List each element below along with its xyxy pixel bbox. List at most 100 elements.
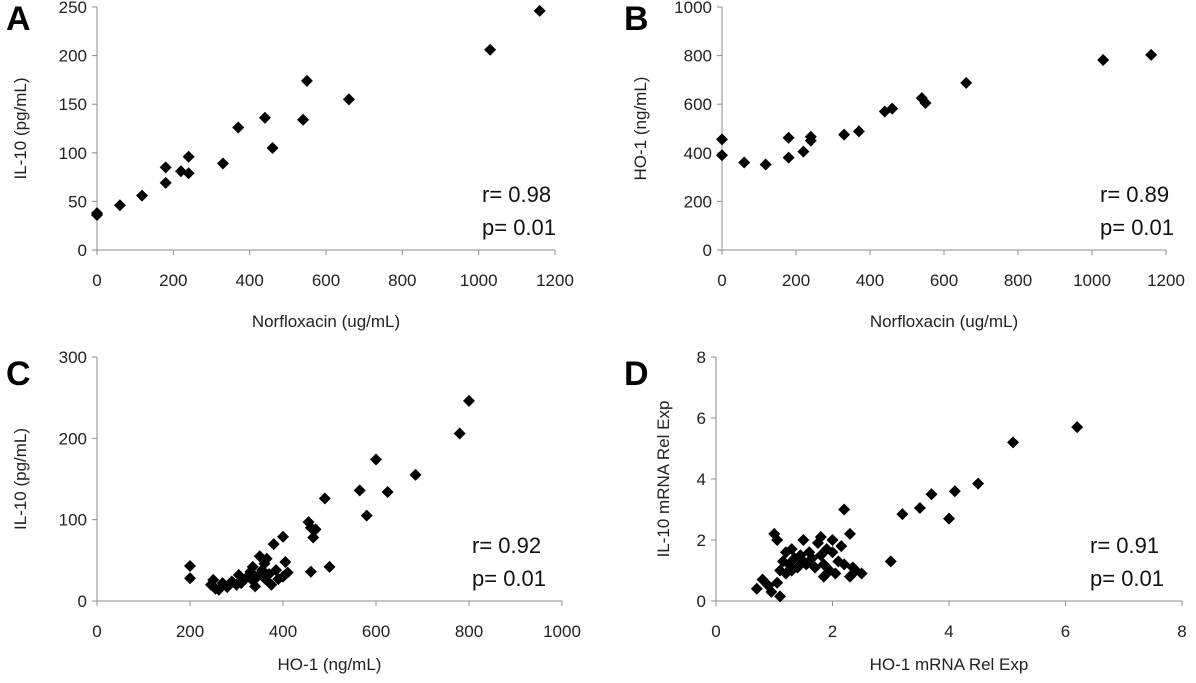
data-point xyxy=(270,564,283,577)
x-tick-label: 400 xyxy=(235,271,263,290)
data-point xyxy=(738,156,751,169)
y-tick-label: 300 xyxy=(59,348,87,367)
data-point xyxy=(184,560,196,573)
data-point xyxy=(960,76,973,89)
y-axis-title: IL-10 (pg/mL) xyxy=(11,428,30,530)
data-point xyxy=(843,527,856,540)
x-axis-title: HO-1 (ng/mL) xyxy=(278,655,382,674)
data-point xyxy=(835,540,848,553)
data-point xyxy=(207,573,220,586)
data-point xyxy=(886,102,899,115)
x-tick-label: 800 xyxy=(388,271,416,290)
x-axis-title: Norfloxacin (ug/mL) xyxy=(870,312,1018,331)
data-point xyxy=(972,477,985,490)
x-tick-label: 0 xyxy=(92,271,101,290)
data-point xyxy=(453,427,466,440)
data-point xyxy=(826,534,839,546)
x-tick-label: 200 xyxy=(782,271,810,290)
data-point xyxy=(919,96,932,109)
x-tick-label: 0 xyxy=(92,622,101,641)
r-value-annotation: r= 0.91 xyxy=(1090,533,1159,558)
x-tick-label: 1000 xyxy=(1073,271,1111,290)
data-point xyxy=(91,209,103,222)
y-tick-label: 50 xyxy=(68,192,87,211)
y-axis-title: HO-1 (ng/mL) xyxy=(631,77,650,181)
data-point xyxy=(381,486,394,499)
data-point xyxy=(409,468,422,481)
y-tick-label: 1000 xyxy=(674,0,712,17)
x-tick-label: 600 xyxy=(930,271,958,290)
data-point xyxy=(1097,53,1110,66)
data-point xyxy=(785,543,798,556)
data-point xyxy=(184,572,196,585)
y-tick-label: 0 xyxy=(703,241,712,260)
data-point xyxy=(244,565,257,578)
data-point xyxy=(855,567,868,580)
data-point xyxy=(826,546,839,559)
p-value-annotation: p= 0.01 xyxy=(472,566,546,591)
x-tick-label: 400 xyxy=(856,271,884,290)
y-tick-label: 200 xyxy=(59,429,87,448)
data-point xyxy=(484,43,497,56)
data-point xyxy=(843,570,856,583)
y-tick-label: 4 xyxy=(697,470,706,489)
x-tick-label: 1000 xyxy=(460,271,498,290)
x-tick-label: 1200 xyxy=(1147,271,1185,290)
data-point xyxy=(1145,48,1158,61)
data-point xyxy=(759,158,772,171)
data-point xyxy=(774,590,787,603)
data-point xyxy=(838,128,851,141)
y-axis-title: IL-10 mRNA Rel Exp xyxy=(654,401,673,558)
data-point xyxy=(297,113,310,126)
data-point xyxy=(281,566,294,579)
y-tick-label: 2 xyxy=(697,531,706,550)
data-point xyxy=(182,150,195,163)
r-value-annotation: r= 0.98 xyxy=(482,182,551,207)
data-point xyxy=(318,492,331,505)
data-point xyxy=(925,488,938,501)
data-point xyxy=(771,576,784,589)
data-point xyxy=(797,145,810,158)
y-tick-label: 600 xyxy=(684,95,712,114)
data-point xyxy=(353,484,366,497)
data-point xyxy=(258,111,271,124)
data-point xyxy=(896,508,909,521)
data-point xyxy=(260,552,273,565)
data-point xyxy=(216,157,229,170)
data-point xyxy=(852,125,865,138)
data-point xyxy=(267,538,280,551)
data-point xyxy=(829,567,842,580)
r-value-annotation: r= 0.89 xyxy=(1100,182,1169,207)
data-point xyxy=(948,485,961,498)
data-point xyxy=(463,394,475,407)
data-point xyxy=(943,512,955,525)
x-tick-label: 200 xyxy=(159,271,187,290)
data-point xyxy=(370,453,382,466)
data-point xyxy=(804,130,817,143)
panel-a: A 0 50 100 150 200 250 0 200 400 600 800 1000 1200 Nor… xyxy=(6,0,574,331)
y-tick-label: 150 xyxy=(59,95,87,114)
data-point xyxy=(782,151,795,164)
p-value-annotation: p= 0.01 xyxy=(1100,215,1174,240)
y-axis-title: IL-10 (pg/mL) xyxy=(11,77,30,179)
y-tick-label: 800 xyxy=(684,47,712,66)
x-tick-label: 0 xyxy=(717,271,726,290)
x-tick-label: 1200 xyxy=(536,271,574,290)
panel-c: C 0 100 200 300 0 200 400 600 800 1000 HO-1 (ng/mL)… xyxy=(6,348,581,674)
data-point xyxy=(913,501,926,514)
x-tick-label: 200 xyxy=(176,622,204,641)
x-tick-label: 600 xyxy=(362,622,390,641)
y-tick-label: 0 xyxy=(78,592,87,611)
y-tick-label: 100 xyxy=(59,144,87,163)
data-point xyxy=(716,133,728,146)
y-tick-label: 250 xyxy=(59,0,87,17)
data-point xyxy=(838,503,851,516)
data-point xyxy=(342,93,355,106)
data-point xyxy=(159,161,172,174)
data-point xyxy=(265,578,278,591)
panel-letter-a: A xyxy=(6,0,31,38)
data-point xyxy=(249,580,262,593)
data-point xyxy=(113,199,126,212)
y-tick-label: 400 xyxy=(684,144,712,163)
data-point xyxy=(309,523,322,536)
